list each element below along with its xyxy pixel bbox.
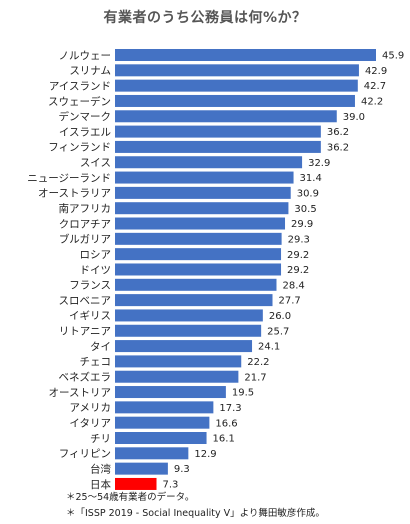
bar — [115, 324, 262, 337]
footnote-source: ＊「ISSP 2019 - Social Inequality V」より舞田敏彦… — [66, 508, 325, 519]
category-label: オーストラリア — [38, 188, 111, 200]
value-label: 36.2 — [327, 143, 349, 154]
value-label: 30.9 — [297, 188, 319, 199]
category-label: ドイツ — [80, 264, 112, 276]
value-label: 22.2 — [247, 357, 269, 368]
category-label: イギリス — [69, 310, 111, 322]
bar — [115, 263, 282, 276]
bar — [115, 140, 321, 153]
category-label: デンマーク — [59, 110, 112, 123]
value-label: 12.9 — [194, 449, 216, 460]
category-label: フィリピン — [59, 448, 111, 460]
value-label: 42.9 — [365, 66, 387, 77]
category-label: 南アフリカ — [59, 202, 112, 215]
bar — [115, 156, 303, 169]
category-label: ニュージーランド — [27, 172, 111, 184]
category-label: イタリア — [69, 417, 111, 429]
value-label: 39.0 — [343, 112, 365, 123]
category-label: アイスランド — [49, 80, 111, 92]
value-label: 42.2 — [361, 97, 383, 108]
category-label: スリナム — [69, 65, 111, 77]
value-label: 29.2 — [287, 250, 309, 261]
category-label: チリ — [90, 433, 111, 445]
bars-layer — [115, 49, 376, 490]
category-label: ブルガリア — [59, 233, 111, 246]
value-label: 29.9 — [291, 219, 313, 230]
bar — [115, 416, 210, 429]
category-label: タイ — [90, 341, 111, 353]
footnote-data-scope: ＊25～54歳有業者のデータ。 — [66, 492, 195, 503]
bar — [115, 232, 282, 245]
value-label: 31.4 — [300, 173, 322, 184]
category-labels-layer: ノルウェースリナムアイスランドスウェーデンデンマークイスラエルフィンランドスイス… — [27, 50, 111, 491]
category-label: 台湾 — [90, 462, 111, 475]
bar — [115, 294, 273, 307]
bar — [115, 49, 376, 61]
bar — [115, 278, 277, 291]
value-label: 24.1 — [258, 342, 280, 353]
category-label: スイス — [80, 157, 111, 169]
value-label: 17.3 — [219, 403, 241, 414]
bar — [115, 186, 291, 199]
bar — [115, 217, 286, 230]
bar — [115, 110, 337, 123]
value-label: 29.3 — [288, 234, 310, 245]
bar — [115, 355, 242, 368]
category-label: ロシア — [80, 249, 112, 261]
category-label: アメリカ — [70, 402, 111, 414]
bar — [115, 171, 294, 184]
category-label: イスラエル — [59, 126, 111, 138]
bar — [115, 447, 189, 460]
value-label: 27.7 — [279, 296, 301, 307]
category-label: クロアチア — [59, 218, 111, 230]
category-label: スロベニア — [59, 295, 112, 307]
value-label: 29.2 — [287, 265, 309, 276]
bar — [115, 462, 168, 475]
value-label: 42.7 — [364, 81, 386, 92]
value-label: 7.3 — [163, 480, 179, 491]
category-label: フィンランド — [48, 142, 111, 154]
value-label: 45.9 — [382, 51, 404, 62]
bar — [115, 79, 358, 92]
value-label: 9.3 — [174, 464, 190, 475]
bar — [115, 94, 355, 107]
value-label: 19.5 — [232, 388, 254, 399]
bar — [115, 125, 321, 138]
bar — [115, 401, 214, 414]
value-label: 21.7 — [244, 372, 266, 383]
bar — [115, 309, 263, 322]
chart-title: 有業者のうち公務員は何%か？ — [103, 10, 307, 26]
value-label: 28.4 — [282, 280, 304, 291]
bar — [115, 432, 207, 444]
bar — [115, 477, 157, 490]
category-label: ベネズエラ — [59, 371, 112, 384]
category-label: オーストリア — [49, 387, 111, 399]
category-label: スウェーデン — [48, 95, 111, 108]
category-label: ノルウェー — [59, 50, 112, 62]
value-label: 25.7 — [267, 326, 289, 337]
bar — [115, 248, 282, 261]
value-label: 16.6 — [215, 418, 237, 429]
bar — [115, 340, 253, 353]
value-label: 32.9 — [308, 158, 330, 169]
bar — [115, 64, 359, 77]
category-label: フランス — [69, 280, 111, 292]
value-label: 16.1 — [213, 434, 235, 445]
category-label: リトアニア — [59, 326, 111, 338]
value-label: 26.0 — [269, 311, 291, 322]
bar — [115, 202, 289, 215]
value-label: 30.5 — [294, 204, 316, 215]
category-label: チェコ — [80, 356, 112, 368]
category-label: 日本 — [90, 478, 111, 491]
bar — [115, 386, 226, 399]
value-labels-layer: 45.9 42.9 42.7 42.2 39.0 36.2 36.2 32.9 31.4 30.9… — [163, 51, 405, 491]
value-label: 36.2 — [327, 127, 349, 138]
bar — [115, 370, 239, 383]
